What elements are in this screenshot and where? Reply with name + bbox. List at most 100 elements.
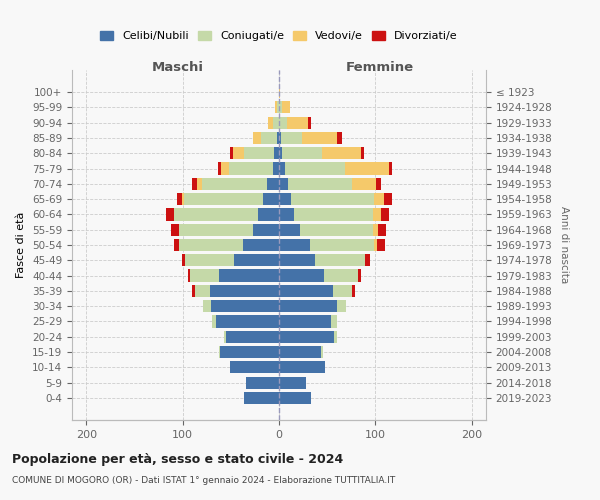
Bar [217, 316, 279, 328]
Bar [361, 147, 364, 160]
Bar [230, 362, 279, 374]
Bar [184, 193, 263, 205]
Legend: Celibi/Nubili, Coniugati/e, Vedovi/e, Divorziati/e: Celibi/Nubili, Coniugati/e, Vedovi/e, Di… [96, 26, 462, 46]
Bar [279, 330, 334, 343]
Bar [384, 193, 392, 205]
Bar [253, 132, 261, 144]
Bar [171, 224, 179, 236]
Bar [381, 208, 389, 220]
Bar [374, 239, 377, 251]
Bar [279, 162, 285, 174]
Bar [377, 239, 385, 251]
Bar [193, 178, 197, 190]
Bar [279, 376, 306, 389]
Bar [358, 270, 361, 281]
Text: Popolazione per età, sesso e stato civile - 2024: Popolazione per età, sesso e stato civil… [12, 452, 343, 466]
Bar [268, 116, 273, 128]
Bar [346, 162, 389, 174]
Bar [220, 346, 279, 358]
Bar [389, 162, 392, 174]
Bar [182, 254, 185, 266]
Bar [197, 178, 202, 190]
Bar [212, 316, 217, 328]
Bar [188, 270, 190, 281]
Bar [279, 254, 314, 266]
Bar [334, 330, 337, 343]
Bar [337, 132, 341, 144]
Bar [177, 193, 182, 205]
Bar [195, 285, 209, 297]
Y-axis label: Fasce di età: Fasce di età [16, 212, 26, 278]
Bar [282, 101, 290, 114]
Bar [279, 285, 333, 297]
Bar [279, 362, 325, 374]
Bar [279, 178, 287, 190]
Bar [279, 86, 280, 98]
Y-axis label: Anni di nascita: Anni di nascita [559, 206, 569, 284]
Bar [374, 193, 384, 205]
Bar [203, 300, 211, 312]
Bar [174, 239, 179, 251]
Bar [224, 330, 226, 343]
Bar [300, 224, 373, 236]
Bar [166, 208, 174, 220]
Bar [258, 208, 279, 220]
Bar [295, 208, 373, 220]
Bar [182, 193, 184, 205]
Bar [268, 178, 279, 190]
Bar [373, 224, 378, 236]
Bar [246, 376, 279, 389]
Bar [244, 239, 279, 251]
Bar [324, 270, 358, 281]
Bar [279, 101, 282, 114]
Bar [277, 101, 279, 114]
Bar [376, 178, 381, 190]
Bar [179, 239, 244, 251]
Bar [179, 224, 253, 236]
Bar [233, 147, 244, 160]
Bar [352, 285, 355, 297]
Bar [287, 116, 308, 128]
Bar [211, 300, 279, 312]
Bar [314, 254, 365, 266]
Bar [308, 116, 311, 128]
Text: Maschi: Maschi [152, 60, 204, 74]
Bar [234, 254, 279, 266]
Bar [193, 285, 195, 297]
Bar [310, 239, 374, 251]
Bar [275, 101, 277, 114]
Bar [279, 346, 322, 358]
Bar [337, 300, 346, 312]
Bar [185, 254, 234, 266]
Bar [253, 224, 279, 236]
Bar [287, 178, 352, 190]
Bar [279, 147, 282, 160]
Bar [273, 116, 279, 128]
Bar [279, 316, 331, 328]
Bar [209, 285, 279, 297]
Bar [263, 193, 279, 205]
Bar [378, 224, 386, 236]
Text: Femmine: Femmine [346, 60, 414, 74]
Bar [279, 132, 281, 144]
Bar [281, 132, 302, 144]
Bar [279, 116, 287, 128]
Bar [261, 132, 277, 144]
Bar [244, 147, 274, 160]
Bar [285, 162, 346, 174]
Bar [365, 254, 370, 266]
Bar [279, 392, 311, 404]
Bar [220, 270, 279, 281]
Bar [279, 270, 324, 281]
Bar [277, 132, 279, 144]
Bar [279, 300, 337, 312]
Bar [352, 178, 376, 190]
Bar [273, 162, 279, 174]
Bar [322, 147, 361, 160]
Bar [322, 346, 323, 358]
Text: COMUNE DI MOGORO (OR) - Dati ISTAT 1° gennaio 2024 - Elaborazione TUTTITALIA.IT: COMUNE DI MOGORO (OR) - Dati ISTAT 1° ge… [12, 476, 395, 485]
Bar [279, 239, 310, 251]
Bar [331, 316, 337, 328]
Bar [279, 193, 290, 205]
Bar [333, 285, 352, 297]
